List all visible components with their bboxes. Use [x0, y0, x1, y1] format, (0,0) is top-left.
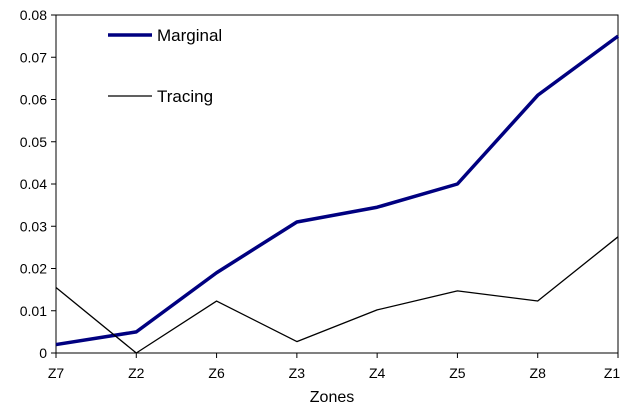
x-tick-label: Z8	[530, 365, 547, 381]
x-tick-label: Z3	[289, 365, 306, 381]
x-tick-label: Z1	[604, 365, 621, 381]
y-tick-label: 0	[39, 345, 47, 361]
x-tick-label: Z6	[208, 365, 225, 381]
x-tick-label: Z2	[128, 365, 145, 381]
legend: Marginal Tracing	[108, 26, 222, 106]
x-tick-label: Z7	[48, 365, 65, 381]
y-tick-label: 0.02	[20, 261, 47, 277]
y-tick-label: 0.03	[20, 218, 47, 234]
plot-border	[55, 14, 619, 354]
y-tick-label: 0.05	[20, 134, 47, 150]
series-line-marginal	[55, 34, 620, 347]
x-axis-title: Zones	[310, 389, 354, 406]
y-tick-label: 0.08	[20, 7, 47, 23]
x-tick-label: Z5	[449, 365, 466, 381]
y-tick-label: 0.07	[20, 49, 47, 65]
series-line-tracing	[55, 236, 619, 354]
plot-frame	[55, 14, 619, 354]
series-lines	[55, 34, 620, 354]
x-tick-label: Z4	[369, 365, 386, 381]
x-axis: Z7 Z2 Z6 Z3 Z4 Z5 Z8 Z1	[48, 353, 621, 381]
y-axis: 0 0.01 0.02 0.03 0.04 0.05 0.06 0.07 0.08	[20, 7, 56, 361]
legend-label-tracing: Tracing	[157, 87, 213, 106]
legend-label-marginal: Marginal	[157, 26, 222, 45]
y-tick-label: 0.04	[20, 176, 47, 192]
y-tick-label: 0.01	[20, 303, 47, 319]
y-tick-label: 0.06	[20, 92, 47, 108]
